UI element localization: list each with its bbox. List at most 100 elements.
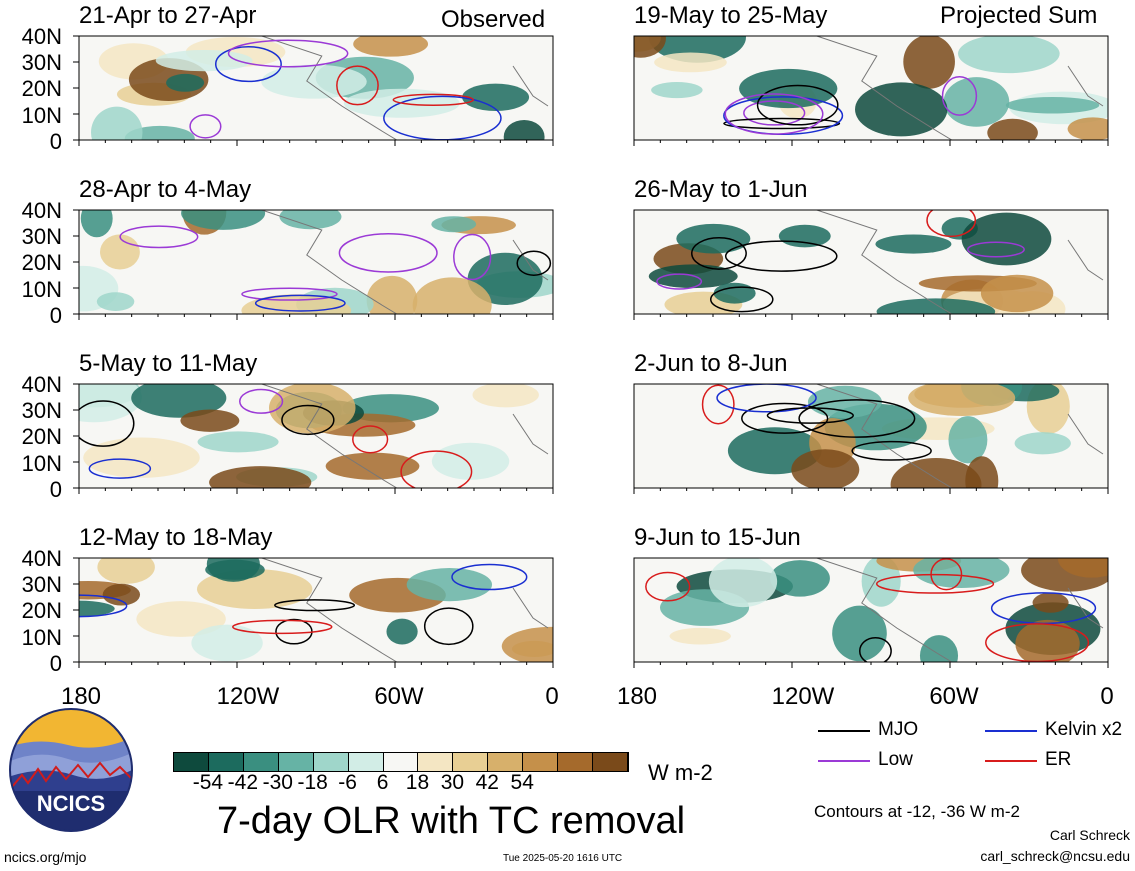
lon-tick: 60W (929, 683, 979, 710)
olr-anomaly-area (778, 224, 831, 248)
contour-line (423, 607, 474, 646)
lon-tick: 60W (374, 683, 424, 710)
map-panel (73, 557, 554, 668)
units-label: W m-2 (648, 760, 713, 785)
lon-tick: 120W (771, 683, 835, 710)
lat-tick: 30N (21, 50, 62, 76)
colorbar-label: -42 (227, 771, 259, 794)
olr-anomaly-area (876, 298, 996, 314)
lat-tick: 30N (21, 572, 62, 598)
author-name: Carl Schreck (1049, 827, 1130, 843)
lat-tick: 40N (21, 24, 62, 49)
olr-anomaly-area (713, 282, 756, 304)
coastline (512, 239, 549, 281)
contour-line (701, 384, 735, 425)
colorbar-label: 54 (510, 771, 534, 794)
colorbar-label: 30 (440, 771, 465, 794)
olr-anomaly-area (131, 384, 227, 418)
contour-line (656, 273, 703, 290)
olr-anomaly-area (166, 73, 205, 92)
contour-line (516, 250, 552, 276)
coastline (816, 210, 953, 314)
colorbar-swatch (243, 753, 279, 771)
olr-anomaly-area (987, 118, 1038, 140)
olr-anomaly-area (353, 36, 429, 57)
map-panel (73, 35, 554, 146)
contour-line (214, 45, 282, 83)
lat-tick: 20N (21, 76, 62, 102)
projected-label: Projected Sum (940, 2, 1098, 29)
timestamp: Tue 2025-05-20 1616 UTC (503, 853, 623, 864)
legend-swatch-kelvin (985, 730, 1037, 732)
coastline (512, 413, 549, 455)
olr-anomaly-area (102, 583, 141, 606)
panel-title: 12-May to 18-May (79, 524, 273, 551)
map-panel (633, 383, 1109, 494)
legend-swatch-low (818, 760, 870, 762)
olr-anomaly-area (79, 384, 142, 423)
olr-anomaly-area (1067, 117, 1108, 140)
lat-tick: 40N (21, 546, 62, 571)
panel-title: 2-Jun to 8-Jun (634, 350, 788, 377)
colorbar-swatch (313, 753, 349, 771)
olr-anomaly-area (903, 36, 955, 89)
coastline (512, 65, 549, 107)
colorbar-label: -18 (297, 771, 328, 794)
colorbar-label: 42 (475, 771, 499, 794)
lat-tick: 10N (21, 450, 62, 476)
coastline (261, 210, 398, 314)
olr-anomaly-area (100, 234, 140, 270)
olr-anomaly-area (180, 409, 240, 432)
colorbar-swatch (278, 753, 314, 771)
olr-anomaly-area (261, 64, 367, 99)
olr-anomaly-area (1032, 592, 1069, 613)
panel-title: 5-May to 11-May (79, 350, 258, 377)
lat-tick: 30N (21, 224, 62, 250)
olr-anomaly-area (209, 466, 312, 488)
contour-line (858, 636, 892, 662)
olr-anomaly-area (83, 437, 200, 478)
colorbar-swatch (348, 753, 384, 771)
contour-line (336, 65, 379, 106)
lat-tick: 30N (21, 398, 62, 424)
olr-anomaly-area (197, 431, 279, 453)
colorbar-label: 6 (376, 771, 389, 794)
olr-anomaly-area (325, 452, 420, 480)
coastline (261, 384, 398, 488)
olr-anomaly-area (948, 416, 988, 464)
contour-line (352, 425, 389, 454)
olr-anomaly-area (79, 600, 115, 617)
contour-line (239, 388, 284, 414)
colorbar-label: -6 (338, 771, 357, 794)
colorbar-swatch (174, 753, 209, 771)
olr-anomaly-area (1015, 619, 1080, 662)
olr-anomaly-area (431, 442, 510, 480)
olr-anomaly-area (503, 119, 545, 140)
colorbar-swatch (453, 753, 489, 771)
contour-line (723, 117, 841, 130)
contour-line (709, 286, 774, 313)
olr-anomaly-area (855, 82, 948, 137)
lat-tick: 0 (49, 302, 62, 328)
contour-line (189, 114, 222, 139)
colorbar-label: 18 (405, 771, 430, 794)
contour-line (851, 440, 932, 461)
legend-swatch-er (985, 760, 1037, 762)
olr-anomaly-area (1014, 432, 1071, 455)
contour-line (798, 399, 916, 438)
olr-anomaly-area (462, 83, 530, 111)
site-link[interactable]: ncics.org/mjo (4, 849, 87, 865)
lat-tick: 10N (21, 102, 62, 128)
lon-tick: 180 (616, 683, 658, 710)
coastline (1067, 413, 1104, 455)
contour-line (227, 39, 349, 68)
legend-label: Low (878, 749, 913, 770)
olr-anomaly-area (366, 275, 418, 314)
coastline (1067, 239, 1104, 281)
lat-tick: 20N (21, 424, 62, 450)
colorbar-swatch (523, 753, 559, 771)
contour-line (766, 407, 854, 424)
colorbar-swatch (488, 753, 524, 771)
coastline (816, 36, 953, 140)
olr-anomaly-area (501, 626, 553, 662)
